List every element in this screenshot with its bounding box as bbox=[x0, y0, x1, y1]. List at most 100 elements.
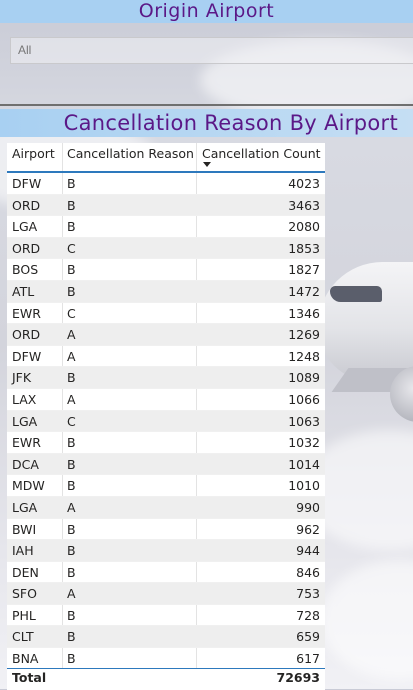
cell-cancellation-reason: A bbox=[67, 391, 76, 407]
table-body: DFW B 4023 ORD B 3463 LGA B 2080 ORD C 1853 BOS B 1827… bbox=[7, 173, 325, 668]
cell-airport: BOS bbox=[12, 262, 39, 278]
cell-cancellation-count: 753 bbox=[296, 586, 320, 602]
cell-cancellation-count: 1472 bbox=[288, 283, 320, 299]
cell-cancellation-count: 944 bbox=[296, 543, 320, 559]
table-row[interactable]: DFW A 1248 bbox=[7, 346, 325, 368]
cell-airport: MDW bbox=[12, 478, 45, 494]
cell-cancellation-reason: A bbox=[67, 586, 76, 602]
cell-airport: BWI bbox=[12, 521, 37, 537]
cell-airport: JFK bbox=[12, 370, 32, 386]
cell-airport: LAX bbox=[12, 391, 37, 407]
sort-descending-icon[interactable] bbox=[203, 162, 211, 167]
cell-airport: ORD bbox=[12, 327, 41, 343]
cell-airport: ORD bbox=[12, 197, 41, 213]
column-separator bbox=[196, 143, 197, 668]
column-header-cancellation-reason[interactable]: Cancellation Reason bbox=[67, 146, 194, 161]
cell-airport: DEN bbox=[12, 564, 39, 580]
cell-cancellation-reason: B bbox=[67, 564, 76, 580]
slicer-header: Origin Airport bbox=[0, 0, 413, 23]
table-row[interactable]: CLT B 659 bbox=[7, 626, 325, 649]
total-value: 72693 bbox=[276, 670, 321, 685]
section-divider bbox=[0, 104, 413, 106]
cell-cancellation-reason: B bbox=[67, 435, 76, 451]
cell-cancellation-reason: B bbox=[67, 521, 76, 537]
cell-cancellation-count: 1063 bbox=[288, 413, 320, 429]
table-row[interactable]: LAX A 1066 bbox=[7, 389, 325, 411]
cell-cancellation-count: 617 bbox=[296, 651, 320, 667]
column-header-cancellation-count[interactable]: Cancellation Count bbox=[202, 146, 321, 161]
table-row[interactable]: BWI B 962 bbox=[7, 519, 325, 541]
cell-cancellation-reason: B bbox=[67, 543, 76, 559]
header-underline bbox=[7, 171, 325, 173]
cell-airport: IAH bbox=[12, 543, 34, 559]
cell-cancellation-reason: B bbox=[67, 262, 76, 278]
cell-airport: DCA bbox=[12, 456, 39, 472]
cell-cancellation-count: 1066 bbox=[288, 391, 320, 407]
table-row[interactable]: SFO A 753 bbox=[7, 583, 325, 605]
cell-cancellation-count: 728 bbox=[296, 607, 320, 623]
table-row[interactable]: LGA B 2080 bbox=[7, 216, 325, 238]
table-row[interactable]: ORD A 1269 bbox=[7, 324, 325, 346]
cell-cancellation-reason: B bbox=[67, 219, 76, 235]
table-row[interactable]: DFW B 4023 bbox=[7, 173, 325, 195]
cell-cancellation-reason: A bbox=[67, 348, 76, 364]
table-row[interactable]: MDW B 1010 bbox=[7, 475, 325, 497]
cancellation-table: Airport Cancellation Reason Cancellation… bbox=[7, 143, 325, 668]
table-row[interactable]: BOS B 1827 bbox=[7, 259, 325, 281]
cell-airport: BNA bbox=[12, 651, 39, 667]
table-total-row: Total 72693 bbox=[7, 668, 325, 690]
table-row[interactable]: IAH B 944 bbox=[7, 540, 325, 562]
cell-cancellation-count: 1853 bbox=[288, 240, 320, 256]
origin-airport-dropdown[interactable]: All bbox=[10, 37, 413, 64]
cell-cancellation-reason: B bbox=[67, 629, 76, 645]
cell-cancellation-count: 1827 bbox=[288, 262, 320, 278]
cell-cancellation-reason: C bbox=[67, 413, 76, 429]
cell-cancellation-count: 1010 bbox=[288, 478, 320, 494]
cell-airport: LGA bbox=[12, 499, 38, 515]
cell-airport: DFW bbox=[12, 176, 42, 191]
table-row[interactable]: JFK B 1089 bbox=[7, 367, 325, 389]
cell-cancellation-count: 1014 bbox=[288, 456, 320, 472]
cell-cancellation-count: 4023 bbox=[288, 176, 320, 191]
cell-cancellation-reason: A bbox=[67, 499, 76, 515]
table-row[interactable]: LGA C 1063 bbox=[7, 410, 325, 433]
table-row[interactable]: ORD B 3463 bbox=[7, 194, 325, 217]
table-row[interactable]: LGA A 990 bbox=[7, 496, 325, 519]
airplane-cockpit-window bbox=[330, 286, 382, 302]
cell-airport: EWR bbox=[12, 305, 41, 321]
airplane-engine bbox=[390, 366, 413, 422]
slicer-title: Origin Airport bbox=[138, 0, 275, 22]
table-row[interactable]: EWR C 1346 bbox=[7, 303, 325, 325]
cell-airport: ORD bbox=[12, 240, 41, 256]
table-row[interactable]: ATL B 1472 bbox=[7, 280, 325, 303]
cell-cancellation-count: 990 bbox=[296, 499, 320, 515]
cell-cancellation-count: 846 bbox=[296, 564, 320, 580]
cell-cancellation-reason: B bbox=[67, 456, 76, 472]
cell-cancellation-count: 1089 bbox=[288, 370, 320, 386]
table-row[interactable]: ORD C 1853 bbox=[7, 237, 325, 260]
table-row[interactable]: DCA B 1014 bbox=[7, 453, 325, 476]
cell-cancellation-reason: B bbox=[67, 197, 76, 213]
table-row[interactable]: EWR B 1032 bbox=[7, 432, 325, 454]
cell-cancellation-count: 659 bbox=[296, 629, 320, 645]
cell-cancellation-reason: B bbox=[67, 176, 76, 191]
cell-cancellation-reason: B bbox=[67, 607, 76, 623]
cell-airport: ATL bbox=[12, 283, 35, 299]
table-row[interactable]: BNA B 617 bbox=[7, 648, 325, 668]
cell-cancellation-count: 1032 bbox=[288, 435, 320, 451]
table-row[interactable]: PHL B 728 bbox=[7, 605, 325, 627]
cell-airport: CLT bbox=[12, 629, 34, 645]
column-header-airport[interactable]: Airport bbox=[12, 146, 55, 161]
total-label: Total bbox=[12, 670, 47, 685]
cell-cancellation-reason: B bbox=[67, 478, 76, 494]
cell-cancellation-count: 1269 bbox=[288, 327, 320, 343]
slicer-selected-value: All bbox=[18, 43, 32, 57]
cell-cancellation-count: 2080 bbox=[288, 219, 320, 235]
table-row[interactable]: DEN B 846 bbox=[7, 562, 325, 584]
cell-cancellation-reason: B bbox=[67, 370, 76, 386]
cell-airport: LGA bbox=[12, 413, 38, 429]
cell-cancellation-reason: C bbox=[67, 240, 76, 256]
cell-cancellation-reason: B bbox=[67, 283, 76, 299]
column-separator bbox=[62, 143, 63, 668]
cell-cancellation-reason: B bbox=[67, 651, 76, 667]
